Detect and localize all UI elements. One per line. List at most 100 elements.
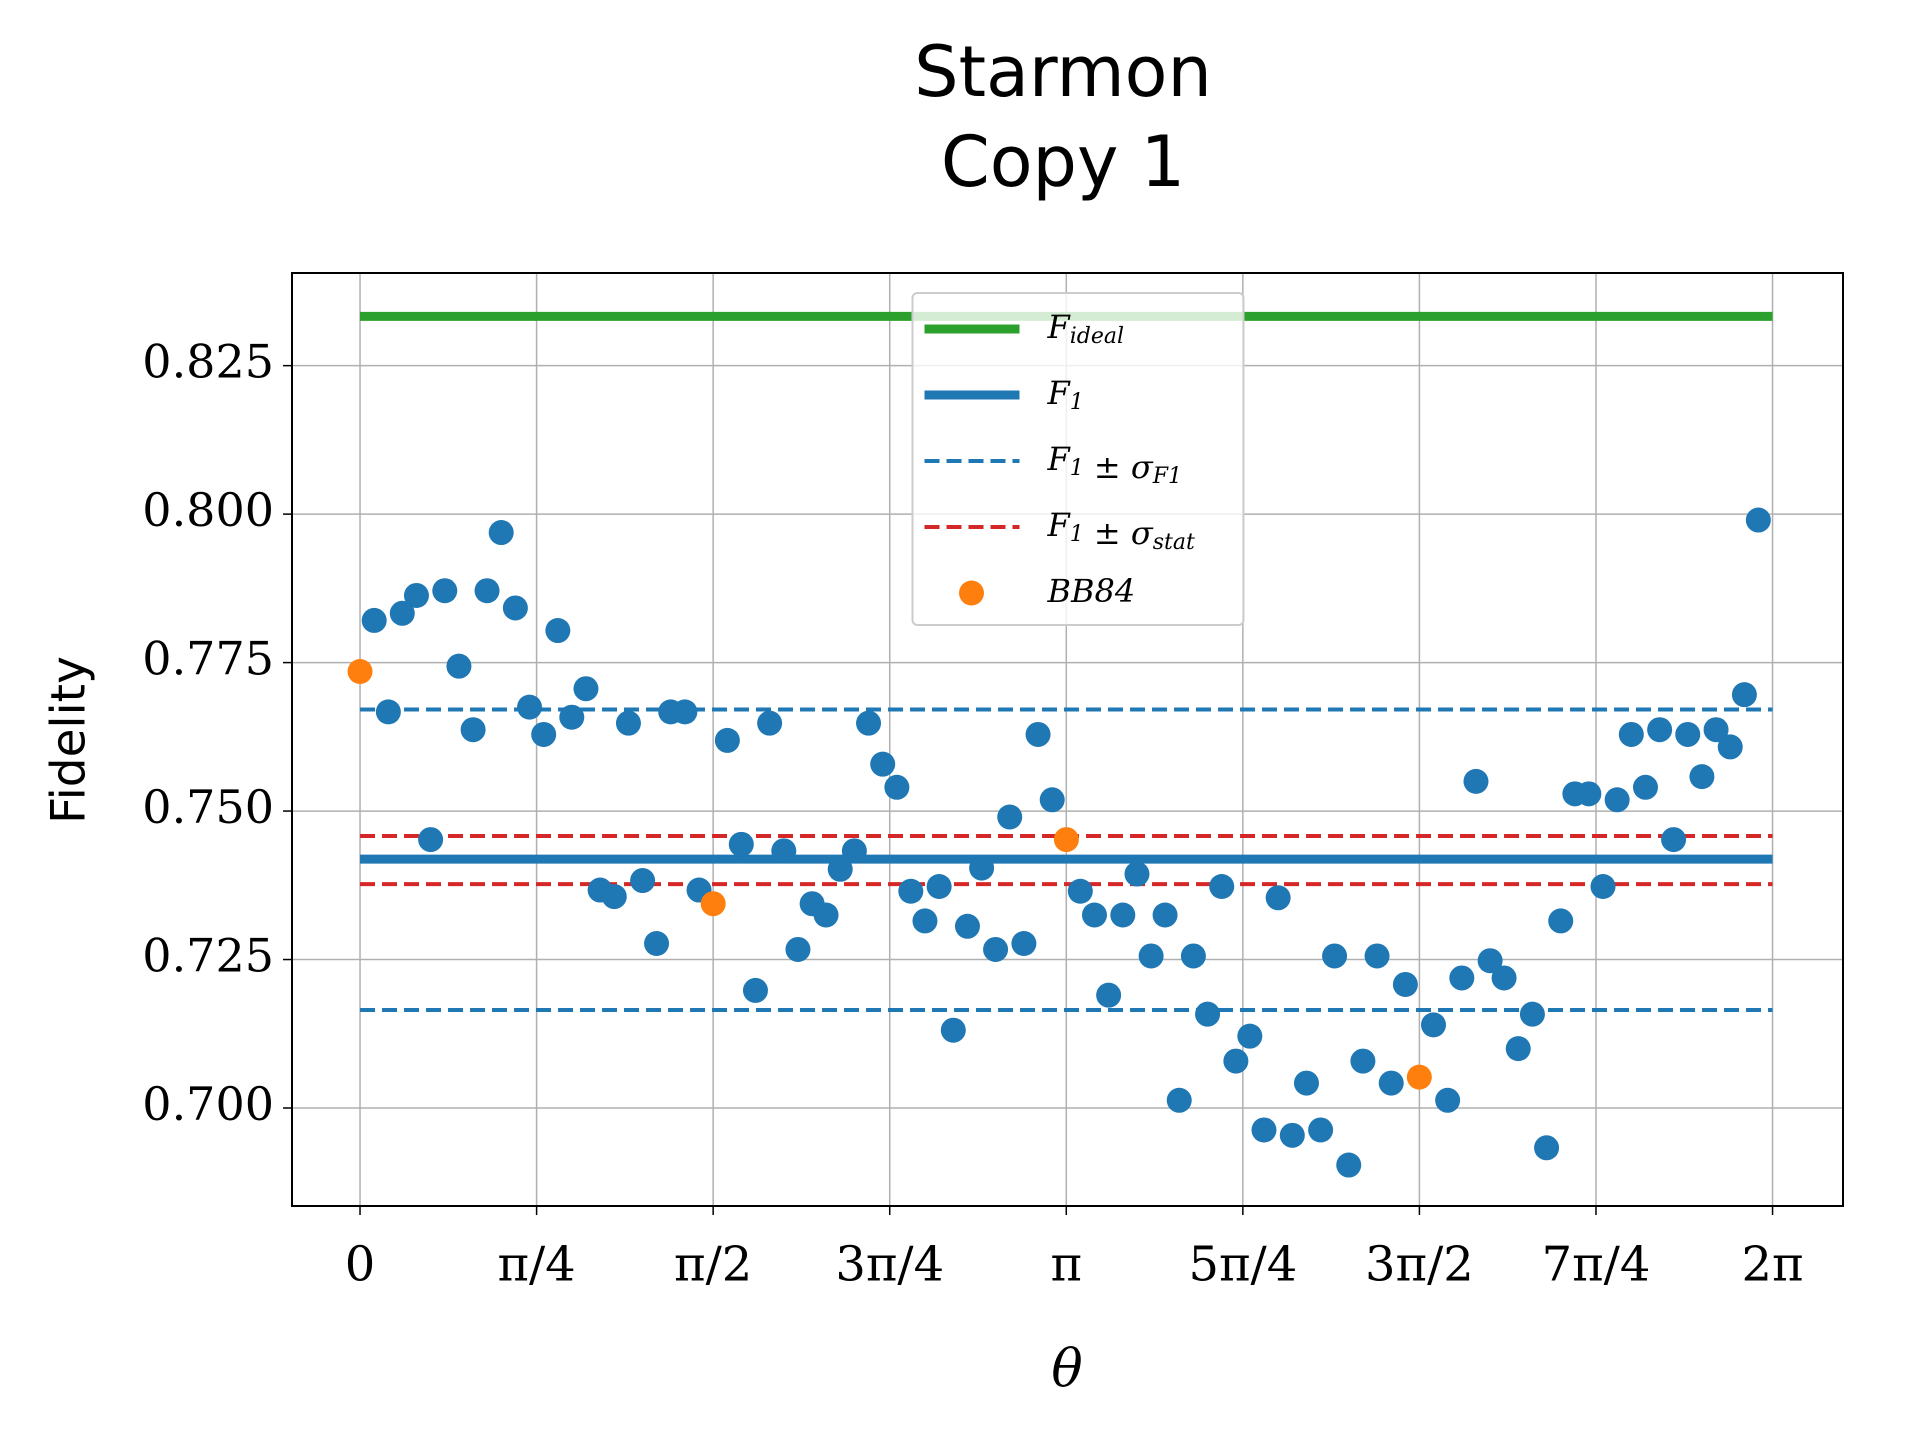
data-point bbox=[954, 913, 980, 939]
y-tick-label: 0.775 bbox=[142, 632, 274, 686]
y-tick-label: 0.700 bbox=[142, 1077, 274, 1131]
data-point bbox=[1576, 781, 1602, 807]
x-tick-label: π bbox=[1051, 1237, 1083, 1293]
y-tick-label: 0.750 bbox=[142, 780, 274, 834]
data-point bbox=[1463, 768, 1489, 794]
data-point bbox=[1067, 878, 1093, 904]
data-point bbox=[841, 838, 867, 864]
data-point bbox=[1110, 902, 1136, 928]
data-point bbox=[375, 699, 401, 725]
y-tick-label: 0.800 bbox=[142, 483, 274, 537]
data-point bbox=[1350, 1048, 1376, 1074]
data-point bbox=[1477, 948, 1503, 974]
data-point bbox=[1675, 721, 1701, 747]
data-point bbox=[1209, 873, 1235, 899]
data-point bbox=[1322, 943, 1348, 969]
plot-frame bbox=[291, 272, 1844, 1207]
data-point bbox=[559, 704, 585, 730]
data-point bbox=[1703, 717, 1729, 743]
data-point bbox=[531, 721, 557, 747]
data-point bbox=[1647, 717, 1673, 743]
data-point bbox=[1279, 1122, 1305, 1148]
data-point bbox=[615, 710, 641, 736]
data-point bbox=[785, 936, 811, 962]
data-point bbox=[1491, 965, 1517, 991]
data-point bbox=[573, 676, 599, 702]
data-point bbox=[742, 977, 768, 1003]
data-point bbox=[1534, 1135, 1560, 1161]
data-point bbox=[403, 582, 429, 608]
data-point bbox=[898, 878, 924, 904]
data-point bbox=[870, 751, 896, 777]
data-point bbox=[347, 658, 373, 684]
data-point bbox=[926, 873, 952, 899]
data-point bbox=[1632, 774, 1658, 800]
data-point bbox=[1449, 965, 1475, 991]
data-point bbox=[601, 884, 627, 910]
data-point bbox=[1124, 861, 1150, 887]
data-point bbox=[1138, 943, 1164, 969]
legend-label: F1 bbox=[1047, 374, 1084, 416]
x-tick-label: 3π/4 bbox=[835, 1237, 944, 1293]
data-point bbox=[1251, 1117, 1277, 1143]
x-tick-label: 0 bbox=[345, 1237, 376, 1293]
data-point bbox=[1180, 943, 1206, 969]
data-point bbox=[940, 1017, 966, 1043]
data-point bbox=[1604, 787, 1630, 813]
data-point bbox=[1420, 1012, 1446, 1038]
data-point bbox=[827, 856, 853, 882]
x-tick-label: 5π/4 bbox=[1188, 1237, 1297, 1293]
data-point bbox=[1406, 1064, 1432, 1090]
data-point bbox=[1081, 902, 1107, 928]
x-tick-label: 3π/2 bbox=[1365, 1237, 1474, 1293]
data-point bbox=[856, 710, 882, 736]
data-point bbox=[1293, 1070, 1319, 1096]
data-point bbox=[1618, 721, 1644, 747]
data-point bbox=[432, 578, 458, 604]
data-point bbox=[1011, 931, 1037, 957]
data-point bbox=[1053, 827, 1079, 853]
data-point bbox=[1237, 1023, 1263, 1049]
data-point bbox=[1166, 1087, 1192, 1113]
data-point bbox=[1152, 902, 1178, 928]
chart-title: Starmon bbox=[914, 31, 1212, 113]
data-point bbox=[1378, 1070, 1404, 1096]
data-point bbox=[983, 936, 1009, 962]
legend-box bbox=[911, 292, 1245, 626]
data-point bbox=[728, 831, 754, 857]
data-point bbox=[813, 902, 839, 928]
data-point bbox=[545, 618, 571, 644]
data-point bbox=[1505, 1036, 1531, 1062]
y-axis-label: Fidelity bbox=[42, 656, 97, 824]
data-point bbox=[446, 653, 472, 679]
data-point bbox=[389, 600, 415, 626]
y-tick-label: 0.725 bbox=[142, 929, 274, 983]
data-point bbox=[1265, 885, 1291, 911]
data-point bbox=[1745, 507, 1771, 533]
data-point bbox=[1039, 787, 1065, 813]
data-point bbox=[1548, 908, 1574, 934]
data-point bbox=[1392, 971, 1418, 997]
data-point bbox=[771, 838, 797, 864]
data-point bbox=[1364, 943, 1390, 969]
data-point bbox=[1590, 873, 1616, 899]
legend-label: F1 ± σstat bbox=[1047, 506, 1195, 556]
data-point bbox=[1025, 721, 1051, 747]
legend-label: F1 ± σF1 bbox=[1047, 440, 1182, 490]
data-point bbox=[1195, 1001, 1221, 1027]
data-point bbox=[644, 931, 670, 957]
data-point bbox=[474, 578, 500, 604]
x-tick-label: π/4 bbox=[497, 1237, 575, 1293]
data-point bbox=[517, 694, 543, 720]
data-point bbox=[672, 699, 698, 725]
data-point bbox=[1731, 682, 1757, 708]
legend-label: Fideal bbox=[1047, 308, 1125, 350]
data-point bbox=[1661, 827, 1687, 853]
data-point bbox=[1308, 1117, 1334, 1143]
data-point bbox=[884, 774, 910, 800]
data-point bbox=[1717, 734, 1743, 760]
data-point bbox=[714, 727, 740, 753]
data-point bbox=[460, 717, 486, 743]
x-tick-label: π/2 bbox=[674, 1237, 752, 1293]
